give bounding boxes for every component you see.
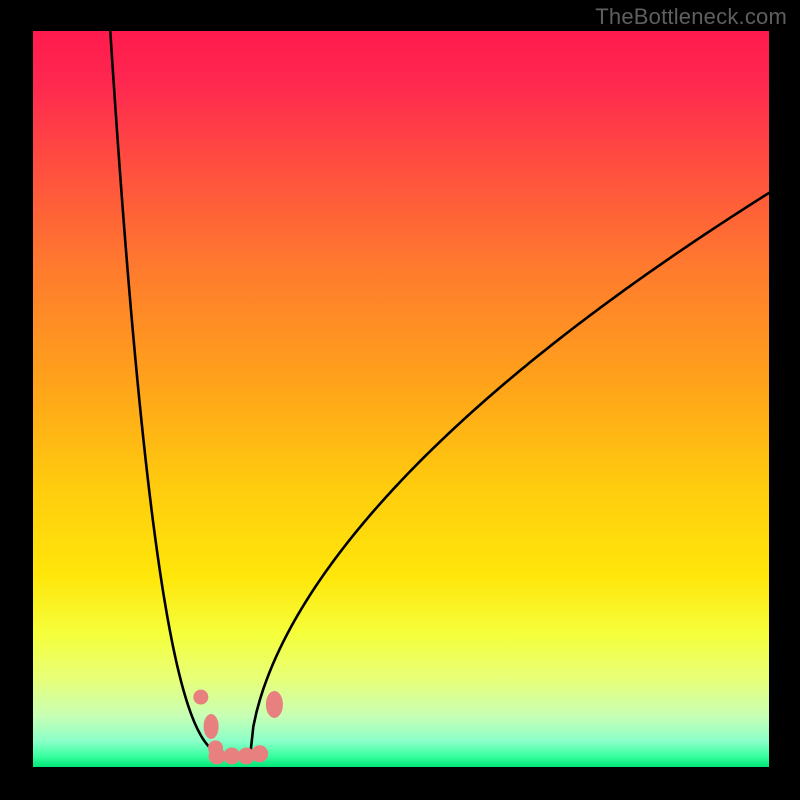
data-markers (194, 690, 283, 764)
data-marker (204, 715, 218, 739)
data-marker (266, 691, 282, 717)
bottleneck-curve (110, 31, 769, 756)
data-marker (209, 748, 225, 764)
data-marker (224, 748, 240, 764)
data-marker (194, 690, 208, 704)
chart-stage: TheBottleneck.com (0, 0, 800, 800)
data-marker (252, 746, 268, 762)
watermark-text: TheBottleneck.com (595, 4, 787, 30)
curve-layer (33, 31, 769, 767)
plot-area (33, 31, 769, 767)
